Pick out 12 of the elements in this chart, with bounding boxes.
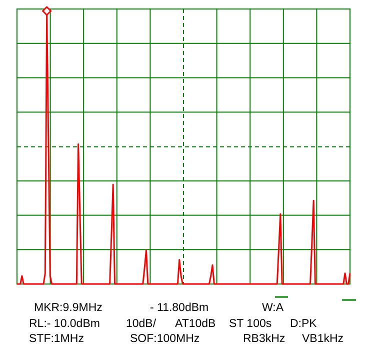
text: 10dB/ [126, 318, 157, 330]
text: W:A [262, 302, 284, 314]
text: MKR:9.9MHz [34, 302, 103, 314]
text: ST 100s [229, 318, 272, 330]
text: D:PK [290, 318, 318, 330]
text: STF:1MHz [29, 333, 84, 345]
text: AT10dB [175, 318, 216, 330]
text: VB1kHz [302, 333, 344, 345]
text: RB3kHz [243, 333, 286, 345]
text: SOF:100MHz [130, 333, 200, 345]
text: - 11.80dBm [150, 302, 209, 314]
text: RL:- 10.0dBm [29, 318, 100, 330]
